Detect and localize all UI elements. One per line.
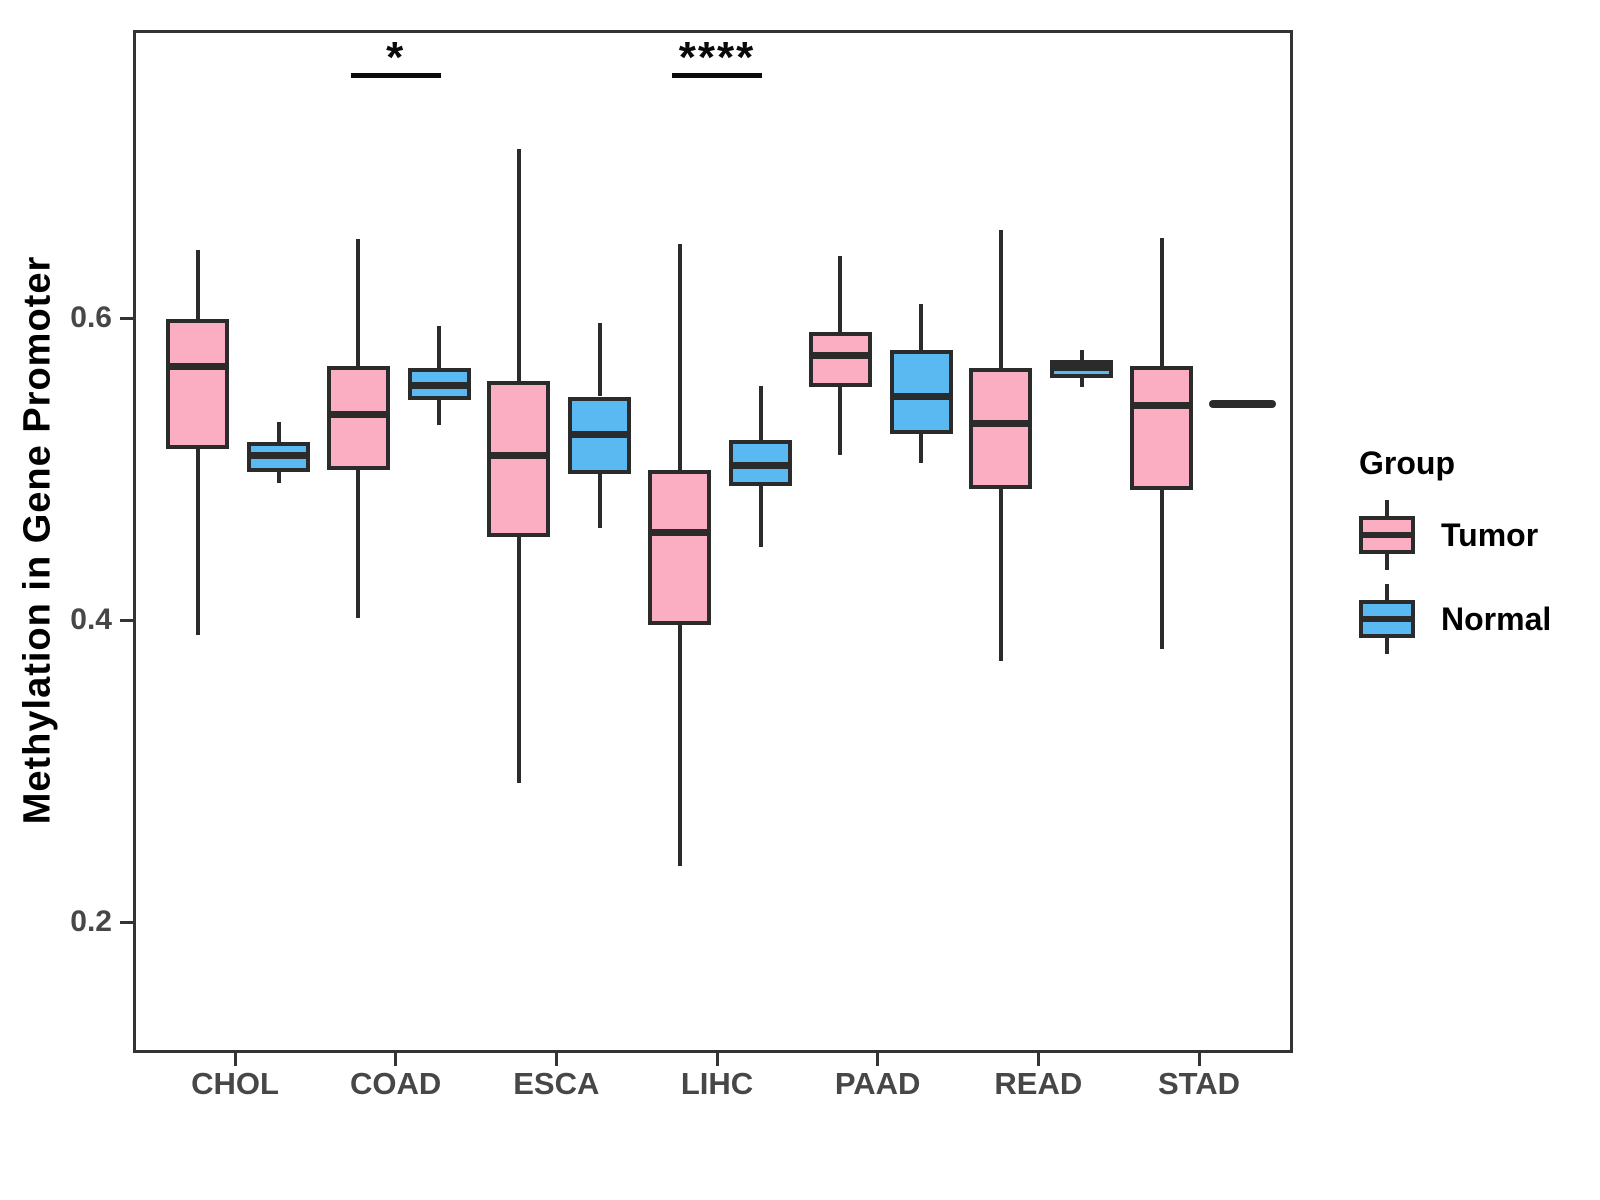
upper-whisker-COAD-Tumor bbox=[356, 239, 361, 367]
box-PAAD-Tumor bbox=[808, 331, 872, 388]
lower-whisker-READ-Tumor bbox=[998, 488, 1003, 661]
x-tick-label-COAD: COAD bbox=[350, 1066, 442, 1101]
median-PAAD-Normal bbox=[889, 393, 953, 400]
lower-whisker-COAD-Normal bbox=[437, 399, 442, 426]
x-tick-STAD bbox=[1197, 1053, 1201, 1066]
x-tick-CHOL bbox=[233, 1053, 237, 1066]
y-tick-label-0.2: 0.2 bbox=[70, 905, 112, 938]
median-CHOL-Tumor bbox=[166, 362, 229, 370]
median-ESCA-Tumor bbox=[487, 451, 551, 459]
upper-whisker-ESCA-Normal bbox=[597, 322, 602, 397]
x-tick-label-PAAD: PAAD bbox=[834, 1066, 921, 1101]
box-ESCA-Tumor bbox=[487, 381, 551, 537]
y-tick-label-0.4: 0.4 bbox=[70, 603, 112, 636]
median-COAD-Normal bbox=[407, 382, 471, 390]
upper-whisker-COAD-Normal bbox=[437, 325, 442, 368]
legend-label-Tumor: Tumor bbox=[1441, 516, 1539, 553]
x-tick-PAAD bbox=[876, 1053, 880, 1066]
x-tick-READ bbox=[1036, 1053, 1040, 1066]
upper-whisker-PAAD-Tumor bbox=[838, 256, 843, 332]
plot-panel bbox=[133, 30, 1293, 1053]
box-CHOL-Tumor bbox=[166, 319, 229, 450]
y-axis-title: Methylation in Gene Promoter bbox=[16, 255, 59, 825]
lower-whisker-STAD-Tumor bbox=[1159, 490, 1164, 649]
median-PAAD-Tumor bbox=[808, 352, 872, 360]
x-tick-label-LIHC: LIHC bbox=[680, 1066, 754, 1101]
lower-whisker-PAAD-Normal bbox=[919, 434, 924, 463]
legend-glyph-Normal bbox=[1359, 584, 1415, 654]
x-tick-COAD bbox=[394, 1053, 398, 1066]
lower-whisker-LIHC-Normal bbox=[758, 485, 763, 548]
upper-whisker-LIHC-Normal bbox=[758, 385, 763, 441]
lower-whisker-READ-Normal bbox=[1079, 378, 1084, 388]
x-tick-label-CHOL: CHOL bbox=[191, 1066, 279, 1101]
upper-whisker-STAD-Tumor bbox=[1159, 237, 1164, 367]
median-STAD-Tumor bbox=[1130, 402, 1193, 410]
legend-item-Normal: Normal bbox=[1359, 584, 1595, 654]
box-COAD-Tumor bbox=[326, 366, 390, 471]
median-ESCA-Normal bbox=[568, 430, 632, 438]
box-READ-Tumor bbox=[969, 367, 1033, 489]
median-STAD-Normal bbox=[1209, 400, 1276, 409]
x-tick-label-STAD: STAD bbox=[1157, 1066, 1241, 1101]
upper-whisker-LIHC-Tumor bbox=[677, 243, 682, 471]
upper-whisker-CHOL-Normal bbox=[276, 422, 281, 442]
x-tick-LIHC bbox=[715, 1053, 719, 1066]
significance-label-COAD: * bbox=[386, 33, 406, 82]
upper-whisker-ESCA-Tumor bbox=[516, 148, 521, 382]
median-LIHC-Tumor bbox=[648, 528, 711, 536]
box-STAD-Tumor bbox=[1130, 366, 1193, 491]
significance-line-COAD bbox=[350, 73, 441, 78]
upper-whisker-READ-Normal bbox=[1079, 349, 1084, 361]
significance-label-LIHC: **** bbox=[678, 33, 756, 82]
x-tick-label-ESCA: ESCA bbox=[513, 1066, 600, 1101]
legend-title: Group bbox=[1359, 445, 1455, 481]
legend-glyph-median-Tumor bbox=[1359, 532, 1415, 538]
y-tick-0.4 bbox=[120, 618, 133, 622]
lower-whisker-COAD-Tumor bbox=[356, 470, 361, 619]
lower-whisker-ESCA-Tumor bbox=[516, 536, 521, 784]
significance-line-LIHC bbox=[672, 73, 762, 78]
lower-whisker-CHOL-Normal bbox=[276, 472, 281, 483]
legend-items: Tumor Normal bbox=[1335, 500, 1595, 654]
legend-item-Tumor: Tumor bbox=[1359, 500, 1595, 570]
x-tick-label-READ: READ bbox=[994, 1066, 1083, 1101]
median-READ-Normal bbox=[1050, 364, 1114, 372]
legend-glyph-Tumor bbox=[1359, 500, 1415, 570]
lower-whisker-ESCA-Normal bbox=[597, 473, 602, 528]
lower-whisker-LIHC-Tumor bbox=[677, 624, 682, 867]
median-LIHC-Normal bbox=[729, 462, 792, 470]
upper-whisker-PAAD-Normal bbox=[919, 304, 924, 350]
x-tick-ESCA bbox=[554, 1053, 558, 1066]
box-LIHC-Tumor bbox=[648, 470, 711, 625]
legend-label-Normal: Normal bbox=[1441, 600, 1552, 637]
upper-whisker-READ-Tumor bbox=[998, 230, 1003, 368]
median-READ-Tumor bbox=[969, 420, 1033, 428]
lower-whisker-CHOL-Tumor bbox=[195, 449, 200, 636]
y-tick-0.6 bbox=[120, 316, 133, 320]
lower-whisker-PAAD-Tumor bbox=[838, 387, 843, 456]
legend: Group Tumor Normal bbox=[1335, 445, 1595, 668]
upper-whisker-CHOL-Tumor bbox=[195, 250, 200, 320]
median-COAD-Tumor bbox=[326, 411, 390, 419]
y-tick-label-0.6: 0.6 bbox=[70, 301, 112, 334]
legend-glyph-median-Normal bbox=[1359, 616, 1415, 622]
median-CHOL-Normal bbox=[247, 451, 310, 459]
y-tick-0.2 bbox=[120, 920, 133, 924]
box-PAAD-Normal bbox=[889, 349, 953, 435]
